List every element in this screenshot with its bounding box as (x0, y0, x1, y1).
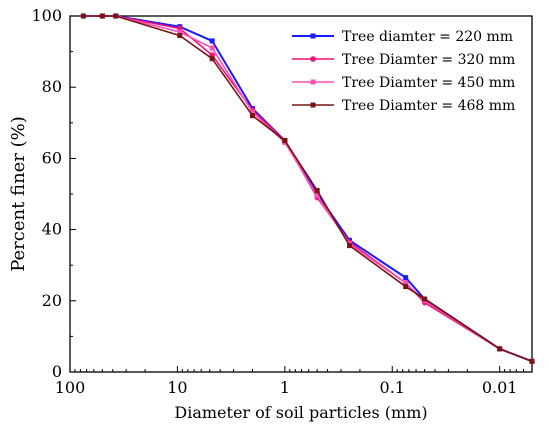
legend: Tree diamter = 220 mm Tree Diamter = 320 … (292, 29, 515, 114)
plot-frame (69, 15, 533, 373)
data-point (209, 38, 215, 44)
data-point (177, 29, 183, 35)
legend-marker (310, 79, 316, 85)
legend-label: Tree Diamter = 468 mm (342, 98, 515, 114)
legend-marker (310, 33, 316, 39)
x-tick-label: 0.1 (380, 378, 405, 397)
x-tick-label: 10 (167, 378, 187, 397)
legend-entry: Tree diamter = 220 mm (292, 29, 513, 45)
data-point (282, 138, 288, 144)
data-point (249, 109, 255, 115)
axes: 0 20 40 60 80 100 100 10 1 0.1 0.01 (31, 6, 533, 397)
x-tick-label: 100 (55, 378, 86, 397)
legend-marker (310, 102, 316, 108)
y-tick-label: 20 (42, 291, 62, 310)
y-tick-label: 0 (52, 362, 62, 381)
x-tick-label: 1 (280, 378, 290, 397)
data-point (99, 13, 105, 19)
data-point (314, 187, 320, 193)
legend-entry: Tree Diamter = 450 mm (292, 75, 515, 91)
data-point (347, 243, 353, 249)
legend-entry: Tree Diamter = 320 mm (292, 52, 515, 68)
data-point (177, 33, 183, 39)
data-point (80, 13, 86, 19)
data-point (422, 296, 428, 302)
legend-marker (310, 56, 316, 62)
series-layer (80, 13, 535, 365)
y-axis-title: Percent finer (%) (8, 116, 29, 272)
data-point (497, 346, 503, 352)
data-point (403, 280, 409, 286)
legend-label: Tree diamter = 220 mm (342, 29, 513, 45)
y-tick-label: 40 (42, 220, 62, 239)
data-point (249, 113, 255, 119)
data-point (209, 45, 215, 51)
y-tick-label: 60 (42, 148, 62, 167)
legend-entry: Tree Diamter = 468 mm (292, 98, 515, 114)
x-tick-label: 0.01 (482, 378, 518, 397)
data-point (209, 56, 215, 62)
x-axis-title: Diameter of soil particles (mm) (174, 403, 427, 422)
data-point (314, 193, 320, 199)
data-point (529, 358, 535, 364)
y-tick-label: 80 (42, 77, 62, 96)
y-tick-label: 100 (31, 6, 62, 25)
data-point (113, 13, 119, 19)
legend-label: Tree Diamter = 320 mm (342, 52, 515, 68)
series-4 (80, 13, 535, 364)
legend-label: Tree Diamter = 450 mm (342, 75, 515, 91)
data-point (403, 284, 409, 290)
data-point (403, 275, 409, 281)
